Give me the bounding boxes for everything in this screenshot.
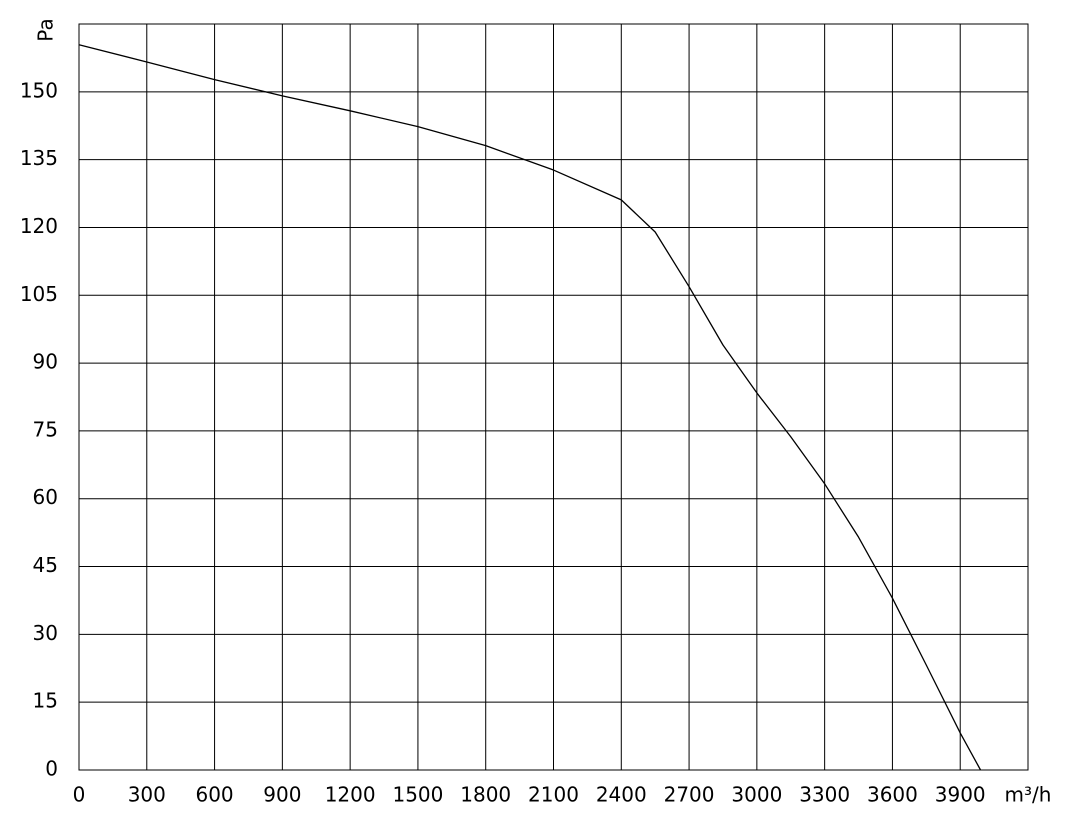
x-tick-label: 2400 [596,783,647,807]
x-tick-label: 1500 [392,783,443,807]
x-tick-label: 3300 [799,783,850,807]
x-axis-label: m³/h [1005,783,1052,807]
y-tick-label: 60 [33,485,58,509]
x-tick-label: 2100 [528,783,579,807]
x-tick-label: 3600 [867,783,918,807]
y-tick-label: 75 [33,417,58,441]
y-tick-label: 30 [33,621,58,645]
curve [78,44,982,771]
y-tick-label: 105 [20,282,58,306]
y-tick-label: 0 [45,757,58,781]
x-tick-label: 300 [128,783,166,807]
y-tick-label: 135 [20,146,58,170]
x-tick-label: 600 [195,783,233,807]
y-tick-label: 90 [33,350,58,374]
x-tick-label: 3900 [935,783,986,807]
x-tick-label: 3000 [731,783,782,807]
x-tick-label: 0 [73,783,86,807]
x-tick-label: 2700 [664,783,715,807]
y-tick-label: 45 [33,553,58,577]
x-tick-label: 1200 [325,783,376,807]
y-tick-label: 150 [20,78,58,102]
y-tick-label: 120 [20,214,58,238]
y-tick-label: 15 [33,689,58,713]
y-axis-label: Pa [34,18,58,41]
x-tick-label: 1800 [460,783,511,807]
x-tick-label: 900 [263,783,301,807]
